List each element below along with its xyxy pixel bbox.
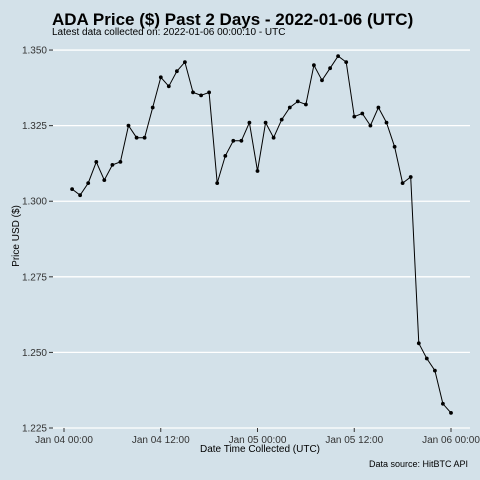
- price-point: [207, 90, 212, 95]
- price-point: [433, 368, 437, 373]
- price-point: [247, 120, 252, 125]
- price-point: [328, 66, 332, 71]
- price-point: [344, 60, 349, 64]
- price-point: [295, 99, 300, 104]
- price-point: [191, 90, 195, 95]
- price-point: [271, 135, 276, 140]
- price-point: [287, 105, 292, 110]
- price-point: [255, 169, 260, 173]
- x-tick-label: Jan 04 00:00: [35, 435, 93, 446]
- price-point: [449, 411, 453, 415]
- price-point: [336, 54, 340, 58]
- price-point: [102, 178, 107, 183]
- price-point: [352, 114, 357, 119]
- price-line: [71, 55, 452, 414]
- chart-title: ADA Price ($) Past 2 Days - 2022-01-06 (…: [52, 10, 414, 29]
- y-axis-ticks: 1.225 1.250 1.275 1.300 1.325 1.350: [22, 46, 53, 435]
- price-point: [279, 117, 284, 122]
- price-point: [215, 181, 220, 186]
- x-tick-label: Jan 04 12:00: [132, 435, 190, 446]
- y-axis-title: Price USD ($): [11, 205, 22, 267]
- y-tick-label: 1.325: [22, 121, 47, 132]
- y-tick-label: 1.275: [22, 272, 47, 283]
- price-point: [368, 123, 373, 128]
- price-point: [158, 75, 163, 80]
- price-point: [78, 193, 82, 198]
- price-point: [320, 78, 324, 83]
- price-point: [231, 138, 236, 143]
- price-series: [70, 54, 453, 415]
- price-point: [400, 181, 405, 186]
- price-point: [150, 105, 155, 110]
- price-point: [392, 144, 397, 149]
- price-point: [166, 84, 171, 89]
- y-tick-label: 1.350: [22, 46, 47, 57]
- price-point: [70, 187, 74, 192]
- price-point: [408, 175, 413, 179]
- price-point: [424, 356, 429, 361]
- y-tick-label: 1.225: [22, 424, 47, 435]
- price-point: [263, 120, 268, 125]
- x-tick-label: Jan 06 00:00: [422, 435, 480, 446]
- x-tick-label: Jan 05 00:00: [229, 435, 287, 446]
- price-point: [126, 123, 131, 128]
- price-point: [360, 111, 365, 116]
- price-point: [86, 181, 91, 186]
- price-point: [183, 60, 187, 64]
- x-axis-ticks: Jan 04 00:00 Jan 04 12:00 Jan 05 00:00 Jan …: [35, 428, 480, 446]
- price-point: [441, 401, 445, 406]
- price-point: [110, 163, 115, 167]
- price-point: [175, 69, 179, 74]
- price-point: [239, 138, 244, 143]
- gridlines: [53, 49, 470, 429]
- price-point: [376, 105, 381, 110]
- price-point: [384, 120, 389, 125]
- price-point: [142, 135, 147, 140]
- price-point: [134, 135, 139, 140]
- data-source-caption: Data source: HitBTC API: [368, 459, 468, 469]
- y-tick-label: 1.250: [22, 348, 47, 359]
- y-tick-label: 1.300: [22, 197, 47, 208]
- price-point: [118, 160, 123, 164]
- price-point: [312, 63, 316, 68]
- price-point: [304, 102, 308, 107]
- price-point: [199, 93, 204, 98]
- x-axis-title: Date Time Collected (UTC): [200, 444, 320, 455]
- x-tick-label: Jan 05 12:00: [325, 435, 383, 446]
- chart-subtitle: Latest data collected on: 2022-01-06 00:…: [52, 27, 286, 38]
- price-point: [223, 154, 228, 158]
- price-point: [94, 160, 99, 164]
- price-point: [416, 341, 421, 346]
